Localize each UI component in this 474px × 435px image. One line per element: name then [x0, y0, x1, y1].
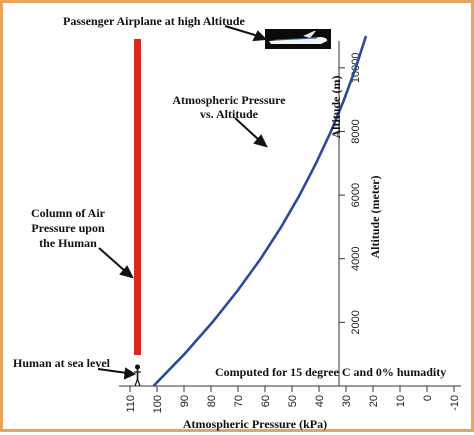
- curve-annotation-line1: Atmospheric Pressure: [172, 93, 286, 107]
- human-annotation: Human at sea level: [13, 356, 111, 370]
- y-tick-label: 8000: [350, 119, 362, 143]
- airplane-icon: [265, 29, 331, 49]
- x-tick-label: 90: [179, 395, 191, 407]
- annotation-arrows: [97, 25, 268, 380]
- airplane-annotation: Passenger Airplane at high Altitude: [63, 14, 245, 28]
- y-tick-label: 2000: [350, 310, 362, 334]
- column-annotation-line1: Column of Air: [31, 206, 106, 220]
- x-tick-label: 70: [233, 395, 245, 407]
- y-tick-label: 6000: [350, 183, 362, 207]
- x-axis-title: Atmospheric Pressure (kPa): [183, 417, 327, 431]
- y-axis-title: Altitude (meter): [368, 176, 382, 259]
- curve-annotation-line2: vs. Altitude: [200, 107, 259, 121]
- x-tick-label: 40: [314, 395, 326, 407]
- x-tick-label: -10: [449, 395, 461, 411]
- x-axis-ticks: 110 100 90 80 70 60 50 40 30 20 10 0 -10: [125, 386, 461, 413]
- x-tick-label: 110: [125, 395, 137, 413]
- column-annotation-line3: the Human: [39, 236, 97, 250]
- pressure-altitude-series-line: [152, 35, 368, 387]
- x-tick-label: 100: [152, 395, 164, 413]
- y-tick-label: 4000: [350, 246, 362, 270]
- human-figure-icon: [134, 364, 141, 387]
- x-tick-label: 50: [287, 395, 299, 407]
- x-tick-label: 10: [395, 395, 407, 407]
- pressure-altitude-chart: 110 100 90 80 70 60 50 40 30 20 10 0 -10 20004000600…: [13, 14, 461, 431]
- y-axis-title-secondary: Altitude (m): [329, 76, 343, 139]
- air-column-bar: [134, 39, 141, 355]
- computed-note: Computed for 15 degree C and 0% humadity: [215, 365, 446, 379]
- x-tick-label: 0: [422, 395, 434, 401]
- column-annotation-line2: Pressure upon: [31, 221, 105, 235]
- x-tick-label: 60: [260, 395, 272, 407]
- x-tick-label: 30: [341, 395, 353, 407]
- x-tick-label: 20: [368, 395, 380, 407]
- x-tick-label: 80: [206, 395, 218, 407]
